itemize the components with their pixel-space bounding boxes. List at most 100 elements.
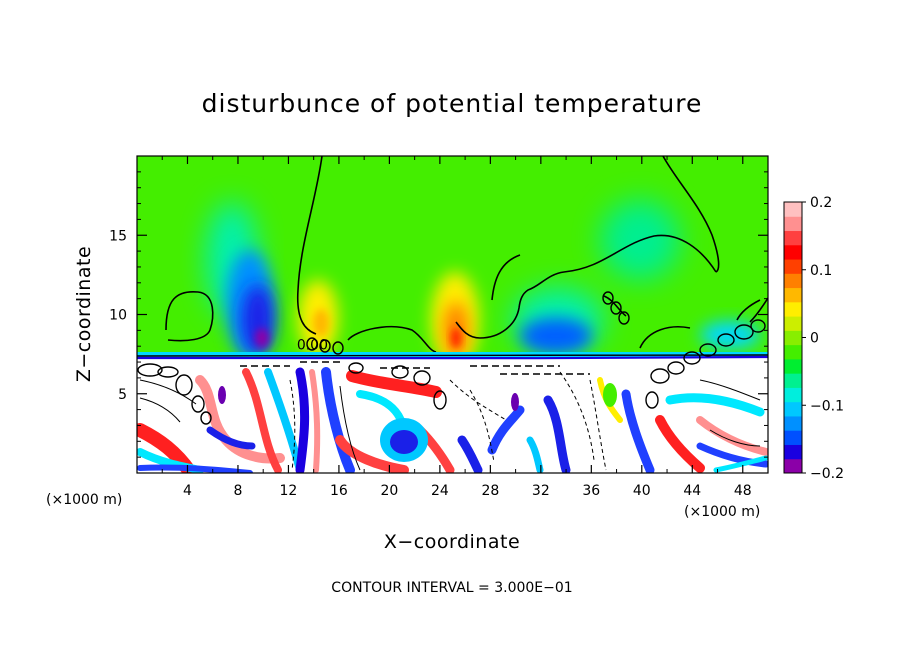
- vortex-ring: [602, 291, 614, 305]
- field-streak: [487, 405, 525, 455]
- colorbar-tick-label: 0.1: [810, 263, 832, 279]
- x-tick-label: 8: [233, 483, 242, 499]
- contour-line: [289, 379, 296, 471]
- contour-line: [639, 326, 691, 349]
- inversion-contour: [137, 355, 768, 360]
- field-streak: [696, 442, 768, 468]
- vortex-ring: [319, 339, 331, 353]
- contour-line: [347, 326, 437, 353]
- vortex-ring: [413, 370, 431, 386]
- plot-area: [137, 156, 768, 473]
- x-tick-label: 48: [734, 483, 752, 499]
- vortex-ring: [137, 363, 163, 377]
- contour-line: [139, 397, 181, 423]
- colorbar-swatch: [784, 259, 802, 274]
- colorbar-swatch: [784, 387, 802, 403]
- colorbar-swatch: [784, 316, 802, 331]
- colorbar-swatch: [784, 458, 802, 474]
- x-tick-label: 20: [380, 483, 398, 499]
- contour-line: [449, 379, 507, 421]
- vortex-ring: [175, 374, 193, 396]
- colorbar-swatch: [784, 344, 802, 360]
- colorbar-swatch: [784, 202, 802, 217]
- z-tick-label: 5: [118, 387, 127, 403]
- vortex-ring: [332, 341, 344, 355]
- inversion-contour: [137, 354, 768, 357]
- field-streak: [457, 435, 483, 473]
- x-tick-label: 44: [683, 483, 701, 499]
- x-tick-label: 24: [431, 483, 449, 499]
- contour-line: [296, 156, 323, 335]
- contour-line: [491, 254, 521, 301]
- contour-line: [736, 299, 761, 321]
- vortex-ring: [610, 301, 622, 315]
- z-tick-label: 10: [109, 308, 127, 324]
- chart-title: disturbunce of potential temperature: [202, 89, 703, 118]
- colorbar-swatch: [784, 230, 802, 246]
- colorbar-swatch: [784, 444, 802, 460]
- field-streak: [206, 426, 256, 450]
- vortex-ring: [200, 411, 212, 425]
- z-axis: 5 10 15: [109, 171, 768, 458]
- x-tick-label: 28: [481, 483, 499, 499]
- field-streak: [346, 370, 442, 398]
- x-axis: 4 8 12 16 20 24 28 32 36 40 44 48: [161, 156, 752, 499]
- field-streak: [321, 367, 355, 473]
- contour-line: [603, 295, 627, 317]
- colorbar-swatch: [784, 415, 802, 431]
- field-patch: [137, 358, 768, 473]
- colorbar-swatch: [784, 244, 802, 260]
- z-tick-label: 15: [109, 228, 127, 244]
- field-streak: [526, 436, 544, 473]
- upper-contours: [165, 156, 768, 353]
- contour-line: [749, 297, 768, 323]
- x-tick-label: 4: [183, 483, 192, 499]
- vortex-ring: [699, 343, 717, 357]
- vortex-ring: [650, 368, 670, 384]
- lower-field: [137, 358, 768, 473]
- x-unit-label: (×1000 m): [46, 492, 122, 508]
- vortex-ring: [157, 366, 179, 378]
- z-axis-label: Z−coordinate: [73, 246, 95, 382]
- colorbar-swatch: [784, 287, 802, 303]
- colorbar-tick-label: 0: [810, 331, 819, 347]
- contour-line: [709, 429, 761, 447]
- colorbar-tick-label: 0.2: [810, 195, 832, 211]
- colorbar-swatch: [784, 430, 802, 445]
- x-axis-label: X−coordinate: [384, 531, 520, 553]
- contour-interval-note: CONTOUR INTERVAL = 3.000E−01: [331, 580, 572, 596]
- field-streak: [295, 367, 310, 473]
- contour-line: [469, 389, 495, 463]
- contour-line: [455, 234, 717, 339]
- vortex-ring: [683, 351, 701, 365]
- field-streak: [242, 368, 282, 473]
- contour-line: [165, 290, 214, 342]
- field-patch: [451, 328, 461, 348]
- vortex-ring: [734, 324, 754, 340]
- colorbar: 0.2 0.1 0 −0.1 −0.2: [783, 195, 844, 482]
- colorbar-swatch: [784, 358, 802, 374]
- field-streak: [309, 369, 321, 473]
- field-patch: [390, 430, 418, 454]
- colorbar-tick-label: −0.2: [810, 466, 844, 482]
- contour-line: [699, 379, 761, 401]
- field-streak: [655, 415, 705, 473]
- field-streak: [665, 393, 765, 417]
- x-tick-label: 36: [582, 483, 600, 499]
- x-tick-label: 32: [532, 483, 550, 499]
- field-streak: [543, 395, 571, 473]
- vortex-ring: [667, 361, 685, 375]
- vortex-ring: [391, 365, 409, 379]
- colorbar-swatch: [784, 373, 802, 388]
- vortex-ring: [433, 390, 447, 410]
- field-streak: [621, 389, 655, 473]
- colorbar-swatch: [784, 216, 802, 232]
- vortex-ring: [348, 362, 364, 374]
- colorbar-swatch: [784, 401, 802, 417]
- field-patch: [255, 328, 269, 348]
- field-streak: [713, 455, 768, 473]
- x-tick-label: 40: [633, 483, 651, 499]
- contour-line: [559, 371, 595, 461]
- contour-line: [339, 385, 361, 471]
